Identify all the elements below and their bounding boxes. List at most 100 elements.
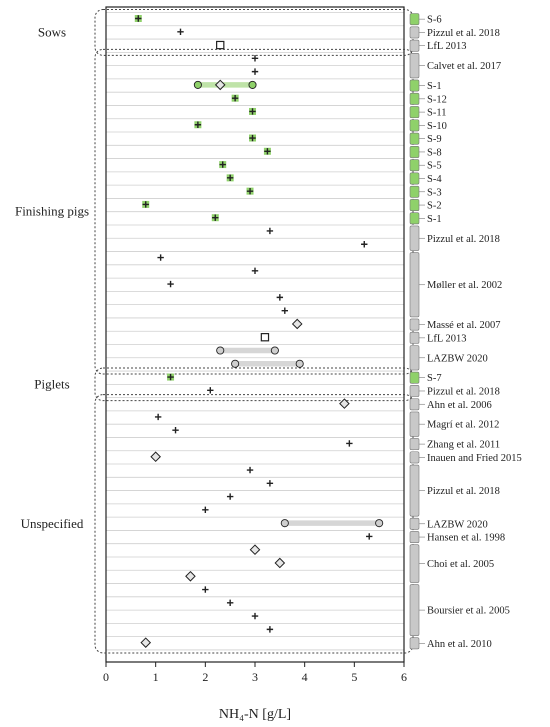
source-label: LAZBW 2020 xyxy=(427,519,488,530)
source-bar xyxy=(409,398,420,411)
source-label: S-8 xyxy=(427,147,442,158)
diamond-marker xyxy=(214,79,226,91)
plus-marker xyxy=(172,426,179,434)
source-bar xyxy=(409,185,420,198)
plus-marker xyxy=(202,506,209,514)
source-bar xyxy=(409,172,420,185)
source-label: Zhang et al. 2011 xyxy=(427,440,500,451)
plus-marker xyxy=(361,241,368,248)
source-bar xyxy=(409,517,420,530)
diamond-marker xyxy=(291,318,303,330)
source-label: Ahn et al. 2010 xyxy=(427,639,492,650)
source-bar xyxy=(409,79,420,92)
diamond-marker xyxy=(185,570,196,582)
source-label: S-3 xyxy=(427,187,442,198)
plus-marker xyxy=(142,201,149,208)
source-bar xyxy=(409,39,420,52)
range-max-marker xyxy=(270,346,279,355)
source-bar xyxy=(409,106,420,119)
plus-marker xyxy=(266,227,274,235)
plus-marker xyxy=(167,280,174,288)
source-bar xyxy=(409,544,420,583)
group-label: Unspecified xyxy=(21,516,84,531)
source-bar xyxy=(409,371,420,384)
source-bar xyxy=(409,451,420,464)
source-bar xyxy=(409,411,420,437)
plus-marker xyxy=(246,187,254,195)
source-label: S-11 xyxy=(427,108,446,119)
plus-marker xyxy=(226,493,234,500)
plus-marker xyxy=(219,161,226,168)
group-box xyxy=(94,9,414,56)
diamond-marker xyxy=(339,398,350,409)
group-label: Piglets xyxy=(34,376,69,391)
source-bar xyxy=(409,252,420,318)
source-label: LAZBW 2020 xyxy=(427,353,488,364)
source-label: S-1 xyxy=(427,81,442,92)
source-label: S-5 xyxy=(427,161,442,172)
source-label: S-6 xyxy=(427,15,442,26)
source-label: S-4 xyxy=(427,174,442,185)
source-bar xyxy=(409,13,420,26)
plus-marker xyxy=(246,466,254,474)
plus-marker xyxy=(276,294,284,301)
x-axis-label: NH₄-N [g/L] xyxy=(219,707,291,722)
plus-marker xyxy=(249,108,256,115)
source-label: Ahn et al. 2006 xyxy=(427,400,492,411)
diamond-marker xyxy=(150,451,161,463)
plus-marker xyxy=(157,254,164,261)
plus-marker xyxy=(212,214,219,221)
diamond-marker xyxy=(274,557,286,569)
plus-marker xyxy=(154,413,162,421)
square-marker xyxy=(260,333,270,342)
plus-marker xyxy=(266,626,274,633)
source-bar xyxy=(409,345,420,371)
plus-marker xyxy=(226,174,234,182)
source-bar xyxy=(409,199,420,211)
source-label: LfL 2013 xyxy=(427,333,467,344)
source-label: Boursier et al. 2005 xyxy=(427,606,510,617)
source-bar xyxy=(409,53,420,79)
source-bar xyxy=(409,212,420,225)
plus-marker xyxy=(366,533,373,540)
source-bar xyxy=(409,318,420,331)
plus-marker xyxy=(226,599,234,607)
square-marker xyxy=(216,40,225,50)
plus-marker xyxy=(251,68,259,75)
source-label: S-9 xyxy=(427,134,442,145)
plus-marker xyxy=(264,148,271,155)
source-label: Massé et al. 2007 xyxy=(427,320,501,331)
plus-marker xyxy=(249,134,256,142)
plus-marker xyxy=(266,480,274,487)
source-label: S-10 xyxy=(427,121,447,132)
source-bar xyxy=(409,92,420,105)
plus-marker xyxy=(207,387,214,394)
source-bar xyxy=(409,385,420,397)
range-max-marker xyxy=(375,519,384,528)
x-tick-label: 6 xyxy=(401,670,407,684)
x-tick-label: 4 xyxy=(302,670,308,684)
source-label: S-2 xyxy=(427,201,442,212)
source-bar xyxy=(409,225,420,251)
plus-marker xyxy=(346,440,353,447)
source-label: Pizzul et al. 2018 xyxy=(427,28,500,39)
group-label: Finishing pigs xyxy=(15,204,89,219)
source-bar xyxy=(409,146,420,158)
source-bar xyxy=(409,159,420,172)
plus-marker xyxy=(135,15,142,22)
plus-marker xyxy=(251,267,259,275)
source-label: S-7 xyxy=(427,373,442,384)
range-min-marker xyxy=(280,519,289,528)
source-label: Hansen et al. 1998 xyxy=(427,533,505,544)
plus-marker xyxy=(231,94,239,102)
source-label: Pizzul et al. 2018 xyxy=(427,486,500,497)
plus-marker xyxy=(177,28,184,35)
plus-marker xyxy=(251,55,259,62)
range-max-marker xyxy=(295,359,304,368)
source-label: LfL 2013 xyxy=(427,41,467,52)
source-label: Inauen and Fried 2015 xyxy=(427,453,522,464)
diamond-marker xyxy=(249,544,261,556)
x-tick-label: 5 xyxy=(351,670,357,684)
plus-marker xyxy=(167,373,174,381)
